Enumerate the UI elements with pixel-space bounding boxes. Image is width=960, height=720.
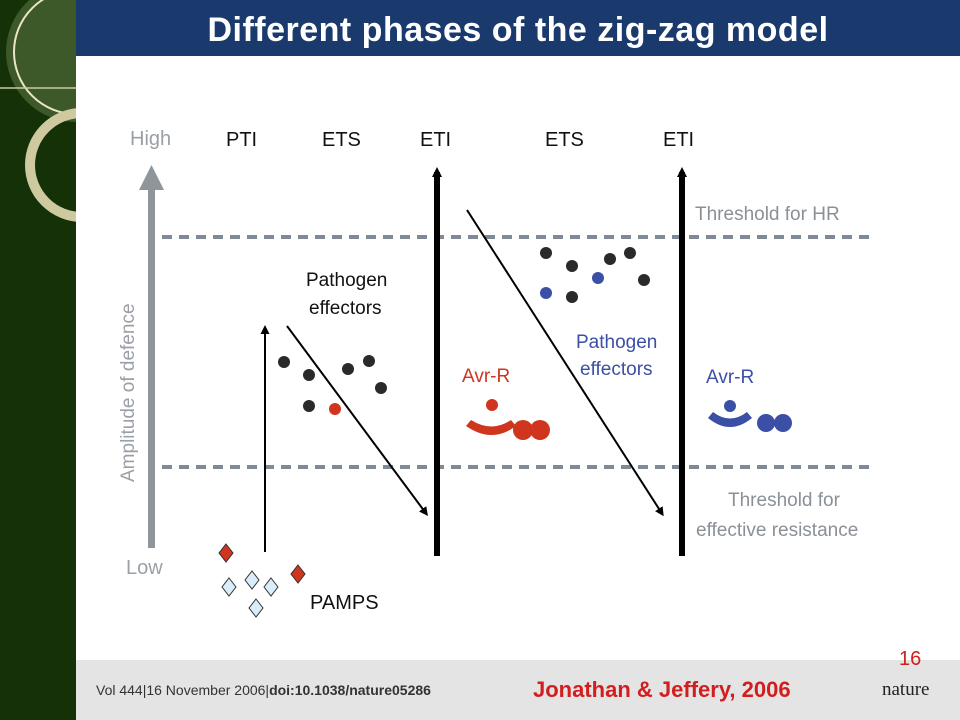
- r-protein-ball-red: [513, 420, 533, 440]
- amplitude-axis-shaft: [148, 186, 155, 548]
- r-protein-ball-blue: [757, 414, 775, 432]
- phase-label-eti-1: ETI: [420, 129, 451, 151]
- effector-dot: [363, 355, 375, 367]
- effector-dot: [342, 363, 354, 375]
- pamp-diamond-red: [290, 564, 306, 584]
- phase-label-ets-2: ETS: [545, 129, 584, 151]
- effector-dot: [566, 260, 578, 272]
- effector-dot-blue: [592, 272, 604, 284]
- effector-dot: [604, 253, 616, 265]
- effector-dot: [278, 356, 290, 368]
- sidebar-ring-small: [25, 108, 76, 222]
- r-protein-cup-red: [466, 420, 516, 435]
- r-protein-ball-blue: [774, 414, 792, 432]
- effector-dot: [566, 291, 578, 303]
- threshold-resistance-label-2: effective resistance: [696, 520, 858, 541]
- threshold-resistance-label-1: Threshold for: [728, 490, 841, 511]
- pamp-diamond-blue: [248, 598, 264, 618]
- citation-doi: doi:10.1038/nature05286: [269, 682, 431, 698]
- pamp-diamond-blue: [263, 577, 279, 597]
- effector-dot: [303, 400, 315, 412]
- r-protein-cup-blue: [708, 412, 752, 427]
- phase-label-ets-1: ETS: [322, 129, 361, 151]
- avr-protein-red: [486, 399, 498, 411]
- ets-arrow-1: [286, 325, 428, 517]
- pamp-diamond-blue: [221, 577, 237, 597]
- phase-label-eti-2: ETI: [663, 129, 694, 151]
- footer-bar: [76, 660, 960, 720]
- credit: Jonathan & Jeffery, 2006: [533, 677, 791, 702]
- sidebar-decoration: [0, 0, 76, 222]
- avr-r-label-blue: Avr-R: [706, 367, 754, 388]
- citation-prefix: Vol 444|16 November 2006|: [96, 682, 270, 698]
- sidebar-ring-large: [13, 0, 76, 115]
- effector-dot: [638, 274, 650, 286]
- effector-cluster-1: [278, 355, 387, 415]
- pamps-cluster: [218, 543, 306, 618]
- effector-dot-blue: [540, 287, 552, 299]
- phase-label-pti: PTI: [226, 129, 257, 151]
- title-bar: [76, 0, 960, 56]
- threshold-hr-label: Threshold for HR: [695, 204, 840, 225]
- avr-r-label-red: Avr-R: [462, 366, 510, 387]
- amplitude-axis: [139, 165, 164, 548]
- amplitude-axis-arrowhead: [139, 165, 164, 190]
- avr-r-complex-blue: [708, 400, 792, 432]
- effector-dot: [375, 382, 387, 394]
- pamp-diamond-blue: [244, 570, 260, 590]
- pamps-label: PAMPS: [310, 592, 379, 614]
- slide-sidebar: [0, 0, 76, 720]
- avr-r-complex-red: [466, 399, 550, 440]
- pathogen-effectors-2-line1: Pathogen: [576, 332, 657, 353]
- page-number: 16: [899, 648, 922, 670]
- ets-arrow-2: [466, 209, 664, 517]
- effector-cluster-2: [540, 247, 650, 303]
- axis-high-label: High: [130, 128, 171, 150]
- effector-dot: [540, 247, 552, 259]
- avr-protein-blue: [724, 400, 736, 412]
- axis-low-label: Low: [126, 557, 163, 579]
- pathogen-effectors-1-line1: Pathogen: [306, 270, 387, 291]
- axis-title: Amplitude of defence: [118, 303, 139, 482]
- sidebar-circle-large: [6, 0, 76, 122]
- pathogen-effectors-2-line2: effectors: [580, 359, 653, 380]
- effector-dot-red: [329, 403, 341, 415]
- effector-dot: [624, 247, 636, 259]
- pathogen-effectors-1-line2: effectors: [309, 298, 382, 319]
- journal-name: nature: [882, 679, 930, 700]
- slide-title: Different phases of the zig-zag model: [207, 11, 829, 49]
- effector-dot: [303, 369, 315, 381]
- citation: Vol 444|16 November 2006|doi:10.1038/nat…: [96, 682, 431, 698]
- r-protein-ball-red: [530, 420, 550, 440]
- slide-content: [76, 56, 960, 720]
- pamp-diamond-red: [218, 543, 234, 563]
